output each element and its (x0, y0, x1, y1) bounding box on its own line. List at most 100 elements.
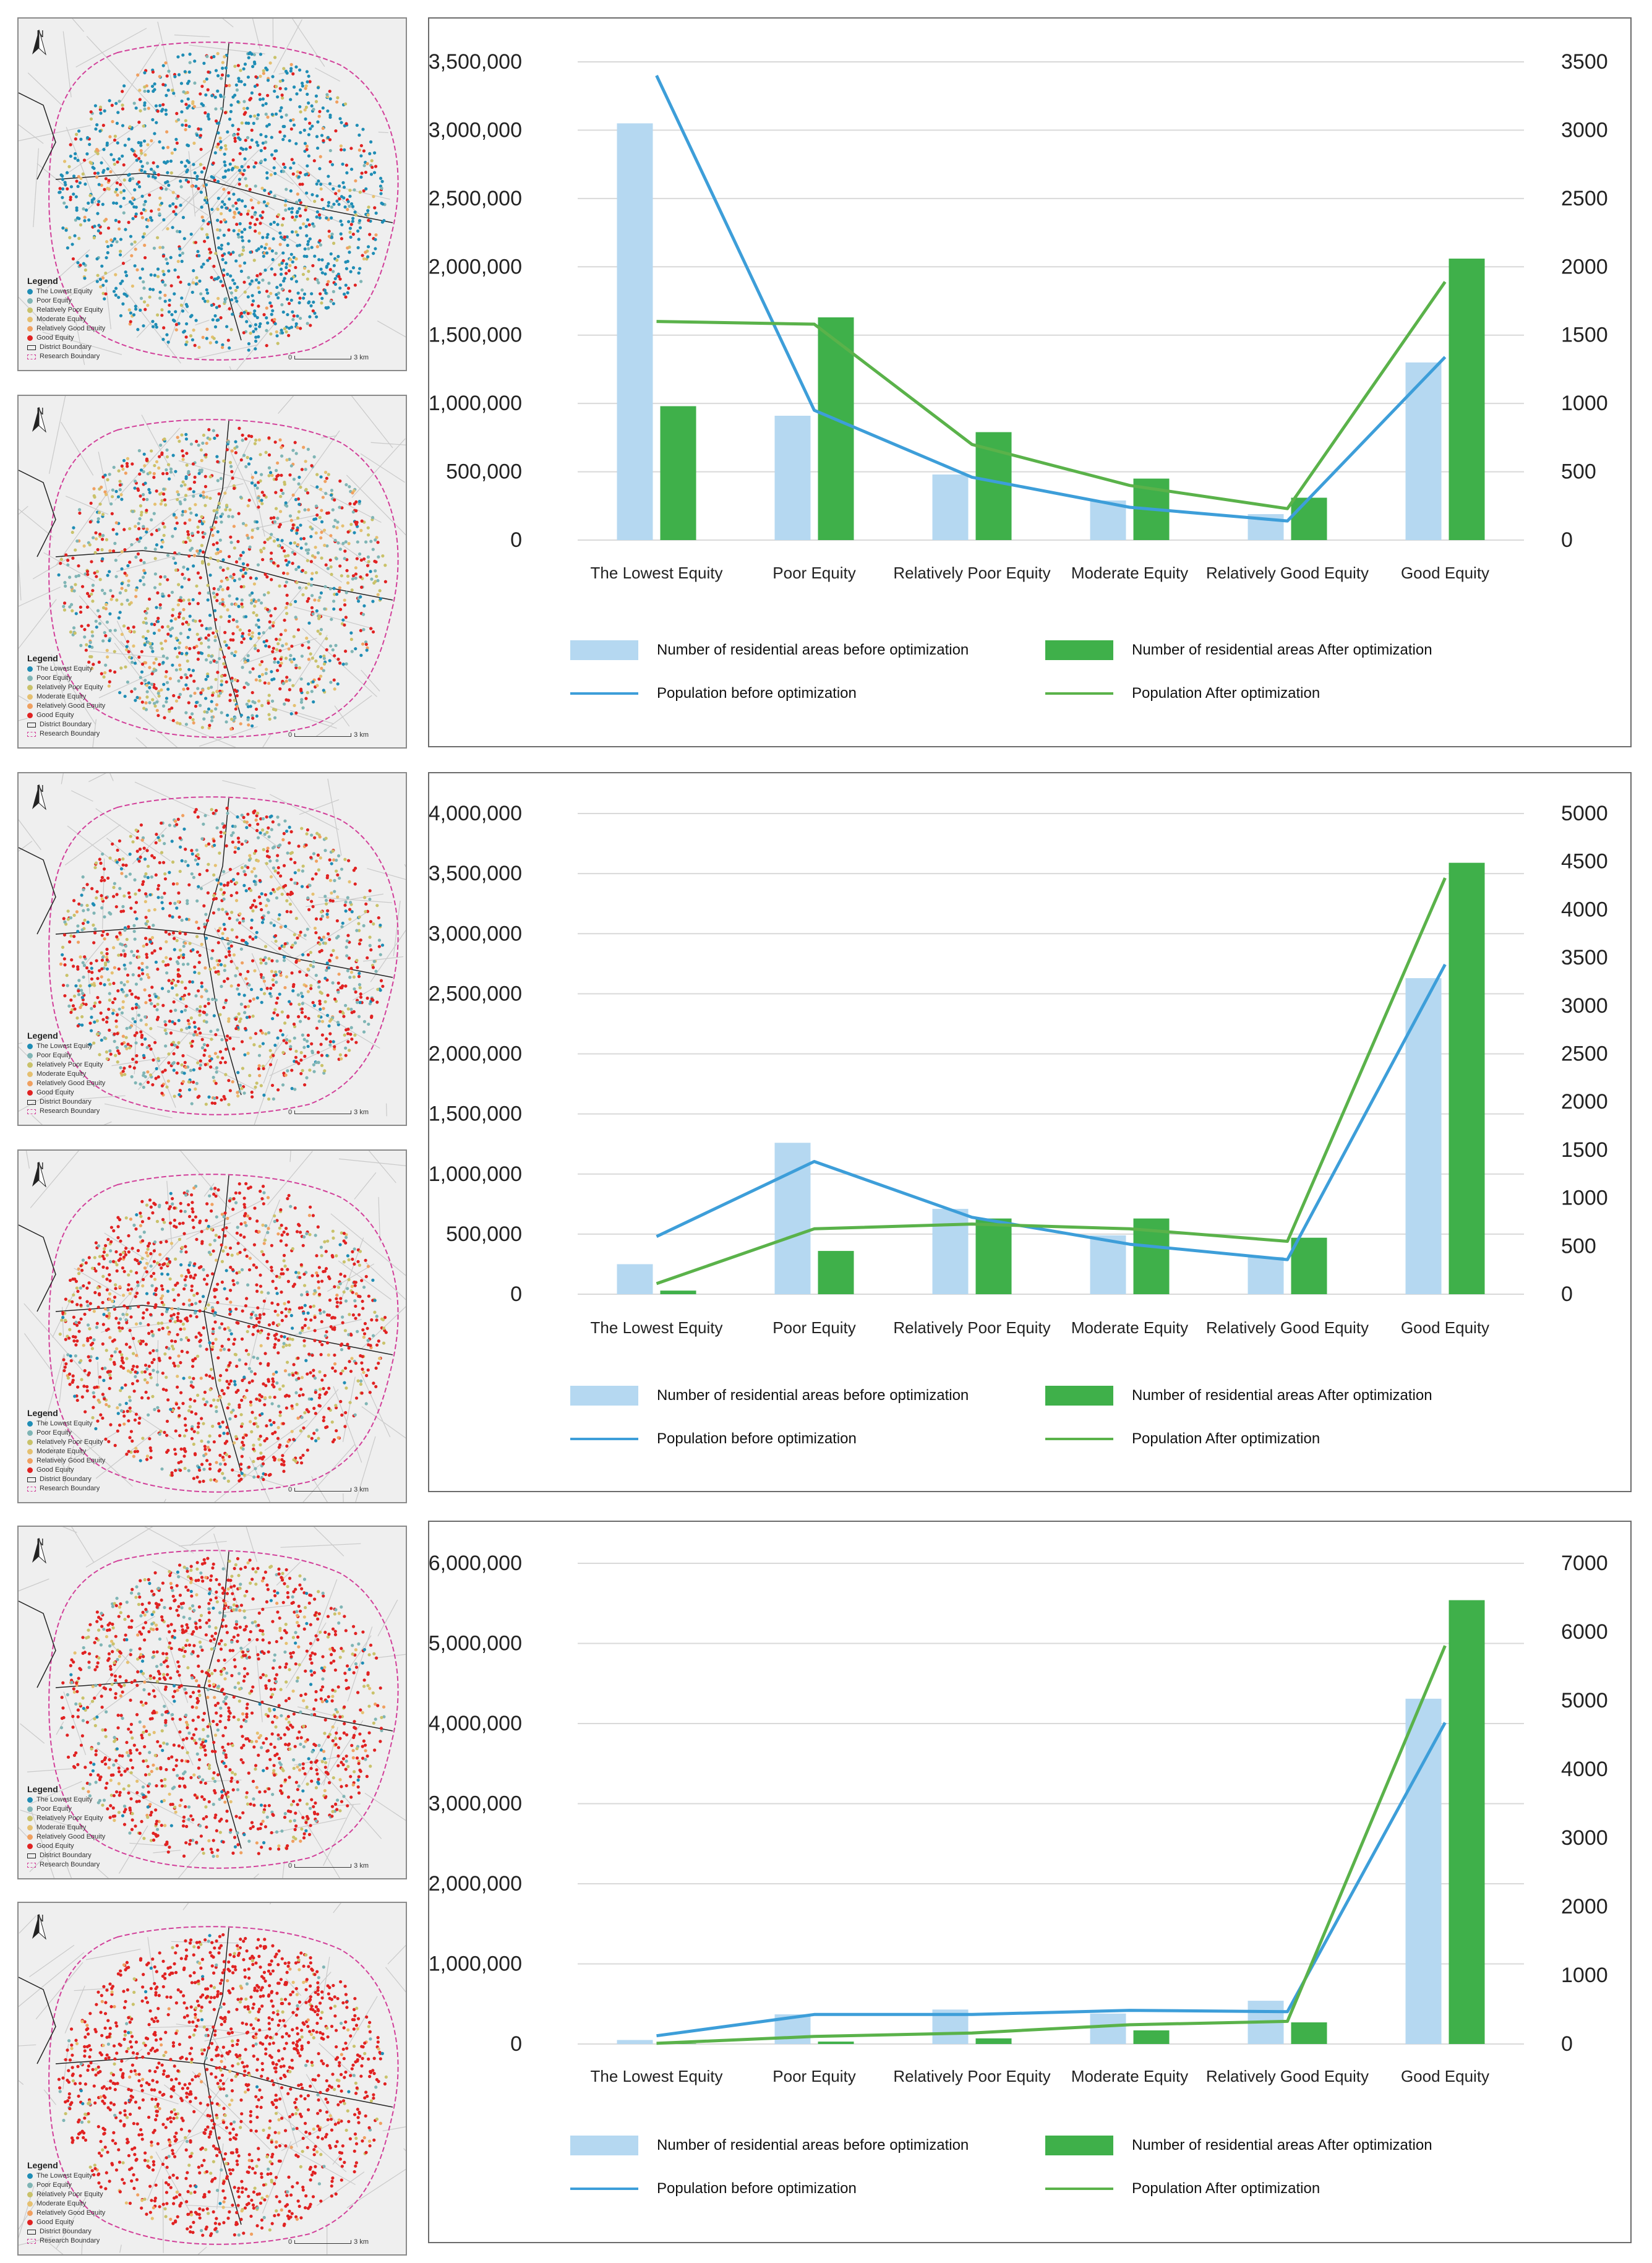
residential-point (369, 948, 373, 951)
residential-point (167, 1052, 171, 1056)
residential-point (336, 873, 340, 877)
residential-point (121, 1000, 125, 1003)
residential-point (223, 491, 227, 495)
residential-point (160, 642, 163, 645)
residential-point (346, 934, 350, 937)
residential-point (276, 95, 280, 99)
residential-point (242, 106, 246, 110)
residential-point (183, 1008, 187, 1012)
residential-point (125, 648, 129, 651)
residential-point (95, 890, 99, 893)
residential-point (324, 898, 328, 902)
residential-point (72, 192, 75, 196)
residential-point (82, 909, 85, 912)
residential-point (239, 458, 243, 462)
residential-point (298, 970, 302, 974)
residential-point (148, 998, 152, 1002)
residential-point (304, 843, 308, 847)
residential-point (193, 343, 197, 347)
residential-point (139, 148, 143, 153)
residential-point (245, 1297, 249, 1300)
residential-point (229, 103, 233, 107)
residential-point (181, 53, 185, 57)
district-boundary (19, 92, 56, 180)
residential-point (308, 80, 312, 84)
residential-point (294, 1391, 298, 1394)
residential-point (254, 347, 257, 351)
residential-point (315, 182, 319, 186)
residential-point (312, 108, 315, 111)
residential-point (128, 1026, 132, 1029)
residential-point (144, 1001, 148, 1005)
residential-point (208, 627, 212, 630)
residential-point (82, 975, 85, 979)
residential-point (338, 548, 342, 551)
residential-point (241, 632, 245, 635)
residential-point (306, 953, 310, 956)
residential-point (323, 272, 327, 276)
residential-point (154, 104, 158, 108)
residential-point (177, 583, 181, 586)
residential-point (188, 539, 192, 543)
residential-point (260, 892, 263, 896)
residential-point (285, 829, 289, 833)
residential-point (311, 892, 315, 896)
street-line (36, 163, 67, 187)
residential-point (231, 133, 236, 137)
residential-point (257, 1064, 261, 1068)
residential-point (305, 191, 309, 195)
residential-point (184, 986, 187, 990)
residential-point (375, 575, 379, 578)
residential-point (225, 912, 229, 916)
residential-point (104, 634, 108, 638)
residential-point (197, 254, 201, 257)
residential-point (108, 99, 111, 103)
residential-point (71, 964, 75, 968)
residential-point (123, 928, 127, 932)
residential-point (255, 117, 259, 121)
residential-point (251, 700, 255, 703)
residential-point (100, 958, 104, 962)
residential-point (239, 569, 243, 572)
residential-point (346, 207, 349, 212)
residential-point (291, 172, 295, 176)
residential-point (309, 324, 312, 327)
residential-point (216, 970, 220, 974)
residential-point (286, 1069, 289, 1073)
residential-point (99, 982, 103, 986)
residential-point (130, 950, 134, 953)
street-line (269, 1038, 349, 1076)
residential-point (293, 1024, 297, 1029)
residential-point (89, 110, 93, 114)
residential-point (326, 994, 330, 997)
residential-point (257, 201, 260, 205)
residential-point (198, 1300, 202, 1303)
residential-point (301, 864, 305, 868)
residential-point (232, 525, 236, 528)
residential-point (283, 204, 288, 207)
residential-point (223, 160, 226, 164)
residential-point (114, 293, 118, 297)
residential-point (270, 473, 274, 478)
residential-point (69, 934, 73, 938)
residential-point (245, 184, 249, 187)
residential-point (325, 637, 328, 640)
residential-point (220, 520, 223, 524)
residential-point (143, 170, 147, 174)
residential-point (92, 903, 96, 907)
residential-point (246, 812, 250, 816)
residential-point (348, 485, 351, 489)
residential-point (195, 899, 199, 903)
residential-point (93, 171, 97, 175)
residential-point (87, 201, 90, 205)
residential-point (278, 79, 282, 83)
residential-point (197, 444, 200, 447)
residential-point (365, 573, 369, 577)
residential-point (335, 858, 338, 862)
residential-point (114, 575, 118, 578)
legend-dot-icon (27, 1062, 33, 1068)
residential-point (273, 56, 277, 59)
residential-point (165, 1419, 169, 1424)
residential-point (241, 239, 244, 243)
residential-point (333, 593, 336, 596)
